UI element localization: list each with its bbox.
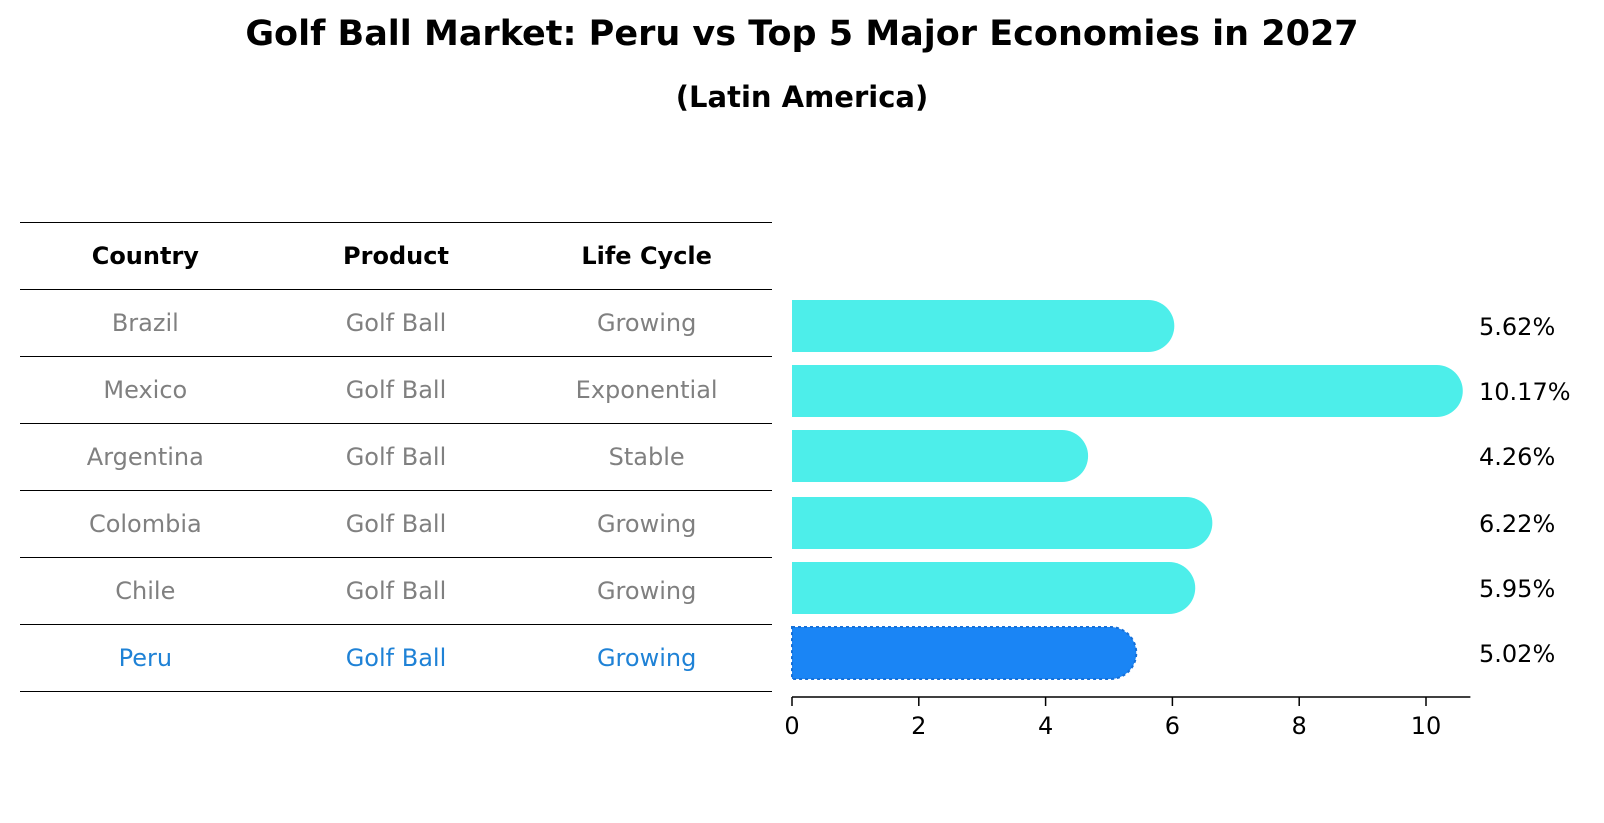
x-tick-label: 10	[1411, 712, 1442, 740]
bar-mexico	[792, 365, 1463, 417]
table-row: Argentina Golf Ball Stable	[20, 423, 772, 490]
cell-life-cycle: Growing	[596, 644, 697, 672]
header-life-cycle: Life Cycle	[581, 242, 712, 270]
cell-life-cycle: Stable	[608, 443, 685, 471]
cell-product: Golf Ball	[345, 376, 447, 404]
cell-life-cycle: Exponential	[575, 376, 718, 404]
cell-life-cycle: Growing	[596, 309, 697, 337]
bar-peru	[791, 626, 1138, 680]
chart-title: Golf Ball Market: Peru vs Top 5 Major Ec…	[245, 14, 1359, 54]
value-label: 5.62%	[1479, 313, 1555, 341]
cell-life-cycle: Growing	[596, 510, 697, 538]
market-table: Country Product Life Cycle Brazil Golf B…	[20, 222, 772, 692]
cell-product: Golf Ball	[345, 443, 447, 471]
value-label: 4.26%	[1479, 443, 1555, 471]
chart-subtitle: (Latin America)	[675, 80, 929, 114]
table-header-row: Country Product Life Cycle	[20, 222, 772, 289]
cell-product: Golf Ball	[345, 510, 447, 538]
table-row: Mexico Golf Ball Exponential	[20, 356, 772, 423]
table-row: Brazil Golf Ball Growing	[20, 289, 772, 356]
bar-colombia	[792, 497, 1213, 549]
table-row: Chile Golf Ball Growing	[20, 557, 772, 624]
x-tick-label: 2	[911, 712, 926, 740]
cell-country: Colombia	[88, 510, 202, 538]
header-country: Country	[91, 242, 199, 270]
value-label: 6.22%	[1479, 510, 1555, 538]
cell-product: Golf Ball	[345, 577, 447, 605]
value-label: 5.02%	[1479, 640, 1555, 668]
cell-product: Golf Ball	[345, 309, 447, 337]
header-product: Product	[343, 242, 449, 270]
bar-chile	[792, 562, 1196, 614]
cell-country: Brazil	[111, 309, 179, 337]
table-row-highlight: Peru Golf Ball Growing	[20, 624, 772, 692]
value-label: 5.95%	[1479, 575, 1555, 603]
cell-country: Peru	[118, 644, 173, 672]
cell-country: Chile	[115, 577, 176, 605]
cell-product: Golf Ball	[345, 644, 447, 672]
cell-country: Mexico	[103, 376, 188, 404]
bar-argentina	[792, 430, 1089, 482]
bar-brazil	[792, 300, 1175, 352]
table-row: Colombia Golf Ball Growing	[20, 490, 772, 557]
cell-life-cycle: Growing	[596, 577, 697, 605]
x-tick-label: 0	[784, 712, 799, 740]
x-tick-label: 6	[1165, 712, 1180, 740]
x-tick-label: 4	[1038, 712, 1053, 740]
x-tick-label: 8	[1292, 712, 1307, 740]
cell-country: Argentina	[86, 443, 204, 471]
value-label: 10.17%	[1479, 378, 1571, 406]
